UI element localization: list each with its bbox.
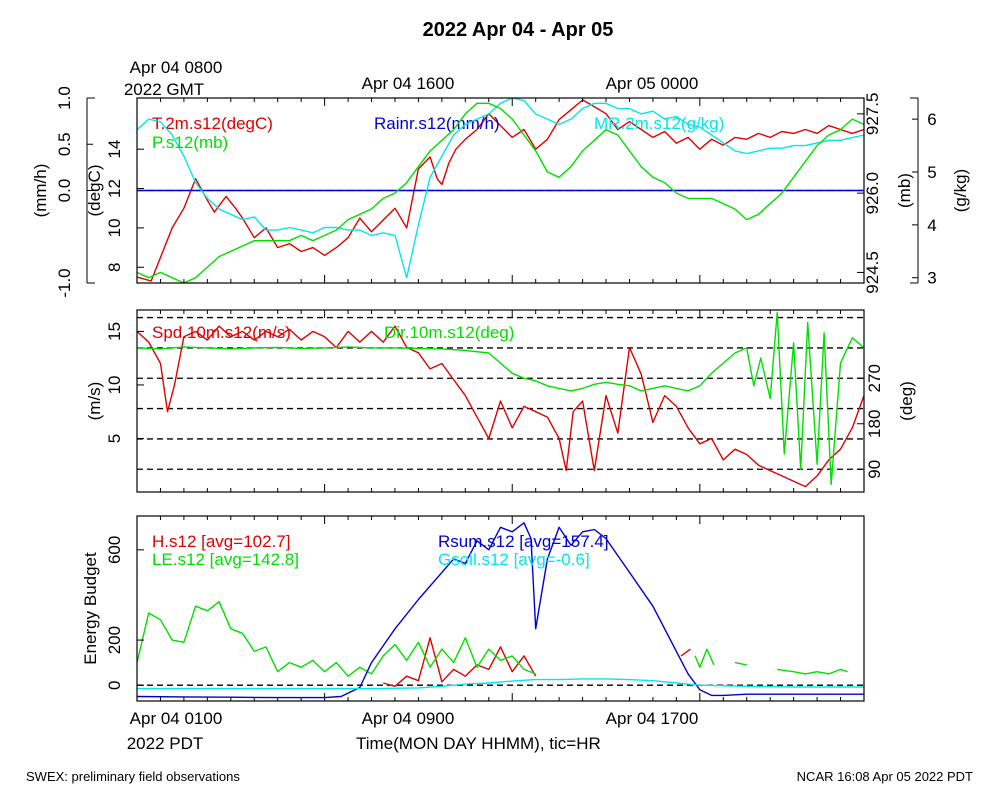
series-4-line [136,102,865,284]
bottom-time-label-1-sub: 2022 PDT [127,734,204,753]
series-1-line-2 [680,648,691,657]
bottom-time-label-1: Apr 04 0100 [130,709,223,728]
y-tick-label: 4 [927,216,936,235]
legend-entry-4: Gsoil.s12 [avg=-0.6] [438,550,590,569]
y-axis-label: (m/s) [85,382,104,421]
legend-entry-1: Spd.10m.s12(m/s) [152,323,291,342]
y-axis-label: Energy Budget [81,552,100,665]
y-axis-label: (mm/h) [31,164,50,218]
footer-right: NCAR 16:08 Apr 05 2022 PDT [797,769,973,784]
series-1-line-1 [383,637,537,687]
y-tick-label: 8 [105,263,124,272]
y-tick-label: 15 [105,322,124,341]
y-tick-label: 90 [865,460,884,479]
y-tick-label: 180 [865,410,884,438]
series-2-line-1 [136,601,536,677]
y-axis-label: (mb) [895,173,914,208]
y-axis-label: (degC) [85,165,104,217]
legend-entry-1: H.s12 [avg=102.7] [152,532,290,551]
y-tick-label: 924.5 [863,251,882,294]
legend-entry-3: MR.2m.s12(g/kg) [594,114,724,133]
y-tick-label: 10 [105,218,124,237]
panel-1: T.2m.s12(degC) Rainr.s12(mm/h) MR.2m.s12(g… [31,86,970,297]
series-1-line [136,99,865,282]
legend-entry-2: LE.s12 [avg=142.8] [152,550,299,569]
legend-entry-2: Dir.10m.s12(deg) [384,323,514,342]
y-tick-label: 5 [927,163,936,182]
y-tick-label: 0 [105,680,124,689]
series-3-line [136,97,865,279]
panel-3: H.s12 [avg=102.7]LE.s12 [avg=142.8] Rsum.… [81,515,865,702]
y-tick-label: 1.0 [55,86,74,110]
series-4-line [137,678,864,690]
y-tick-label: 3 [927,269,936,288]
top-time-label-1-sub: 2022 GMT [124,80,204,99]
y-tick-label: 14 [105,140,124,159]
plot-frame [136,309,865,493]
y-tick-label: 6 [927,110,936,129]
top-time-label-1: Apr 04 0800 [130,58,223,77]
legend-entry-3: Rsum.s12 [avg=157.4] [438,532,609,551]
y-tick-label: 926.0 [863,172,882,215]
series-2-line-2 [694,648,715,668]
plot-frame [136,97,865,284]
y-axis-label: (g/kg) [951,169,970,212]
series-1-line [136,325,865,488]
y-tick-label: 200 [105,626,124,654]
series-2-line [136,311,865,486]
y-axis-label: (deg) [897,381,916,421]
bottom-time-label-3: Apr 04 1700 [606,709,699,728]
top-time-label-3: Apr 05 0000 [606,74,699,93]
y-tick-label: 10 [105,375,124,394]
y-tick-label: 0.5 [55,132,74,156]
y-tick-label: 0.0 [55,179,74,203]
panel-2: Spd.10m.s12(m/s) Dir.10m.s12(deg) 5 10 15 (m/… [85,309,916,493]
plot-frame [136,515,865,702]
series-2-line-3 [734,661,747,666]
y-tick-label: 600 [105,536,124,564]
y-tick-label: -1.0 [55,268,74,297]
chart-title: 2022 Apr 04 - Apr 05 [423,19,614,41]
legend-entry-2: Rainr.s12(mm/h) [374,114,500,133]
bottom-time-label-2: Apr 04 0900 [362,709,455,728]
series-2-line-4 [777,668,848,675]
panels-layer: T.2m.s12(degC) Rainr.s12(mm/h) MR.2m.s12(g… [31,86,970,702]
y-tick-label: 5 [105,434,124,443]
footer-left: SWEX: preliminary field observations [26,769,240,784]
legend-entry-1: T.2m.s12(degC) [152,114,273,133]
top-time-label-2: Apr 04 1600 [362,74,455,93]
y-tick-label: 12 [105,179,124,198]
x-axis-label: Time(MON DAY HHMM), tic=HR [356,734,601,753]
y-tick-label: 927.5 [863,93,882,136]
legend-entry-4: P.s12(mb) [152,133,228,152]
y-tick-label: 270 [865,364,884,392]
